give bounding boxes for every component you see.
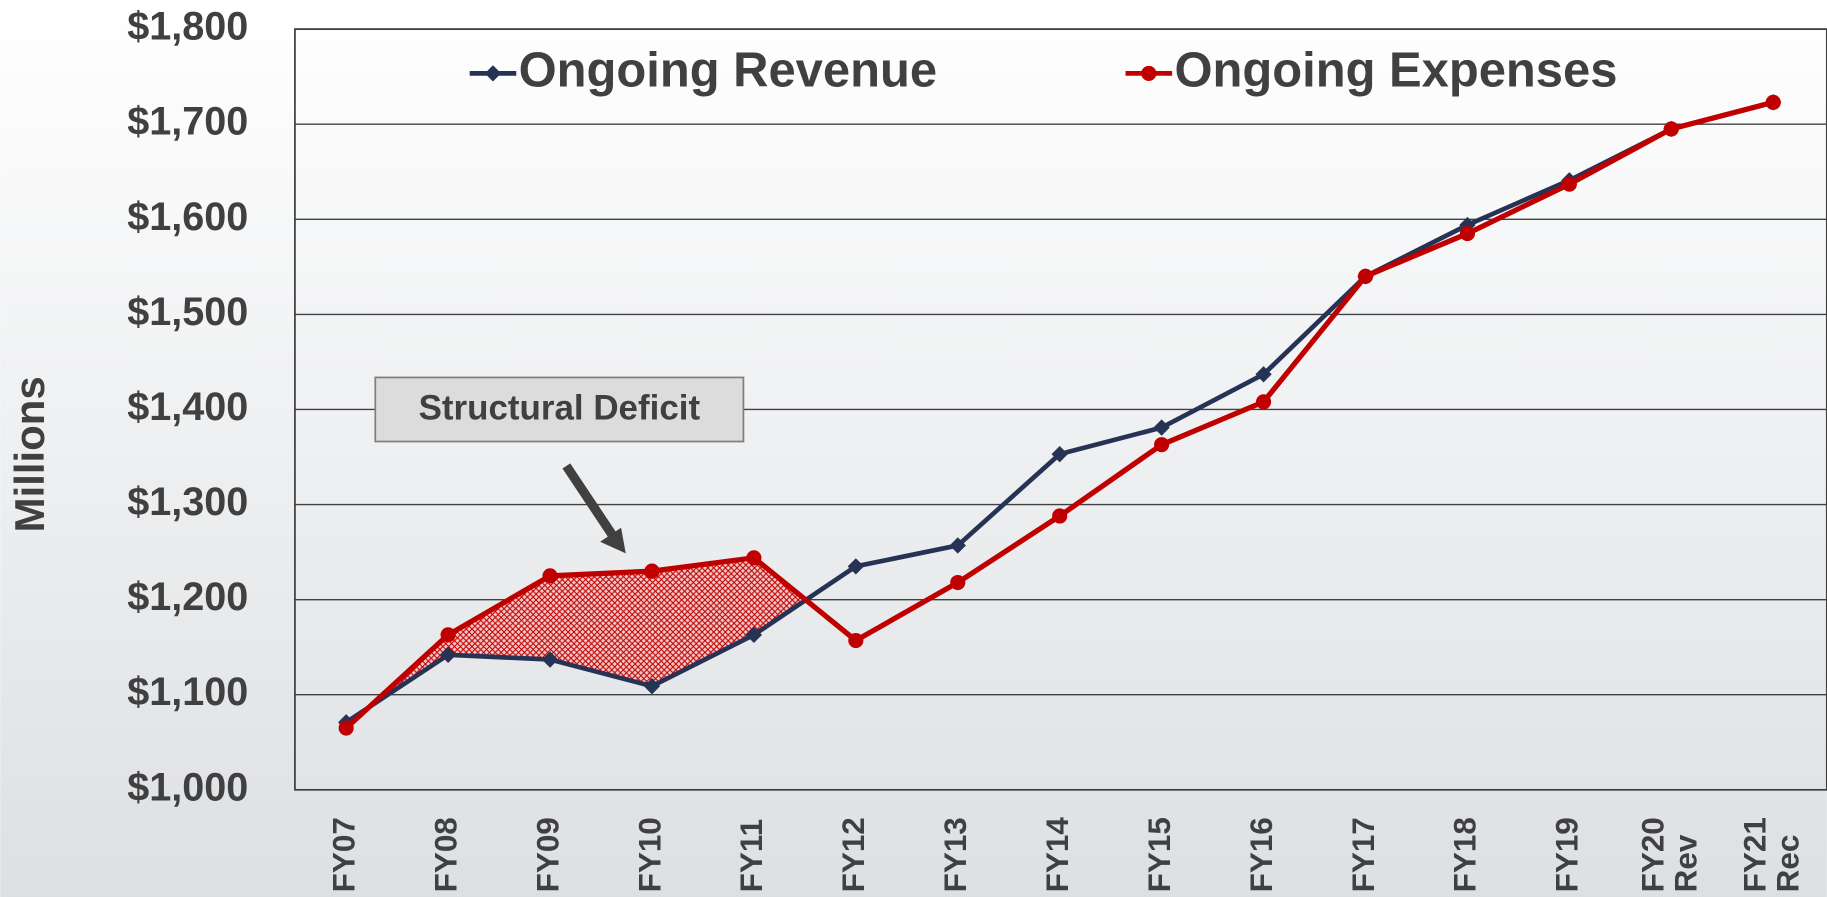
legend-marker (484, 65, 502, 82)
x-tick-label: FY08 (428, 817, 463, 892)
x-tick-label: FY07 (326, 817, 361, 892)
marker (1357, 268, 1374, 284)
y-tick-label: $1,700 (127, 100, 248, 144)
x-tick-label: FY11 (734, 819, 769, 892)
marker (848, 632, 864, 649)
annotation: Structural Deficit (419, 388, 701, 427)
marker (1051, 446, 1068, 463)
marker (1561, 176, 1577, 192)
y-tick-label: $1,400 (127, 385, 248, 429)
marker (950, 574, 966, 591)
x-tick-label: FY20 Rev (1636, 808, 1704, 892)
marker (1663, 121, 1679, 137)
marker (745, 626, 763, 643)
marker (439, 646, 457, 663)
marker (1765, 94, 1781, 110)
marker (541, 651, 559, 668)
deficit-area (368, 557, 806, 708)
y-tick-label: $1,500 (127, 290, 248, 334)
x-tick-label: FY16 (1244, 817, 1279, 892)
marker (949, 537, 966, 554)
y-tick-label: $1,600 (127, 195, 248, 239)
annotation-arrow (562, 463, 617, 539)
annotation-arrowhead (600, 527, 626, 554)
y-tick-label: $1,200 (127, 575, 248, 619)
x-tick-label: FY12 (836, 817, 871, 892)
y-tick-label: $1,100 (127, 670, 248, 714)
marker (1255, 394, 1272, 410)
x-tick-label: FY09 (530, 817, 565, 892)
x-tick-label: FY21 Rec (1738, 808, 1806, 892)
y-tick-label: $1,000 (127, 765, 248, 809)
legend-label: Ongoing Revenue (519, 43, 937, 97)
marker (643, 678, 661, 695)
marker (644, 563, 660, 579)
legend-marker (1141, 65, 1157, 81)
marker (847, 558, 864, 575)
x-tick-label: FY19 (1550, 817, 1585, 892)
x-tick-label: FY18 (1448, 817, 1483, 892)
x-tick-label: FY15 (1142, 817, 1177, 892)
y-axis-label: Millions (6, 376, 53, 532)
marker (542, 568, 558, 584)
y-tick-label: $1,800 (127, 5, 248, 49)
x-tick-label: FY14 (1040, 817, 1075, 893)
marker (746, 550, 762, 566)
marker (1052, 508, 1068, 524)
marker (1255, 366, 1272, 383)
annotation-box (374, 376, 745, 443)
x-tick-label: FY10 (632, 817, 667, 892)
x-tick-label: FY17 (1346, 817, 1381, 892)
marker (440, 627, 456, 643)
marker (338, 720, 354, 736)
x-tick-label: FY13 (938, 817, 973, 892)
marker (1459, 225, 1475, 242)
marker (1154, 437, 1170, 453)
y-tick-label: $1,300 (127, 480, 248, 524)
legend-label: Ongoing Expenses (1174, 43, 1617, 97)
